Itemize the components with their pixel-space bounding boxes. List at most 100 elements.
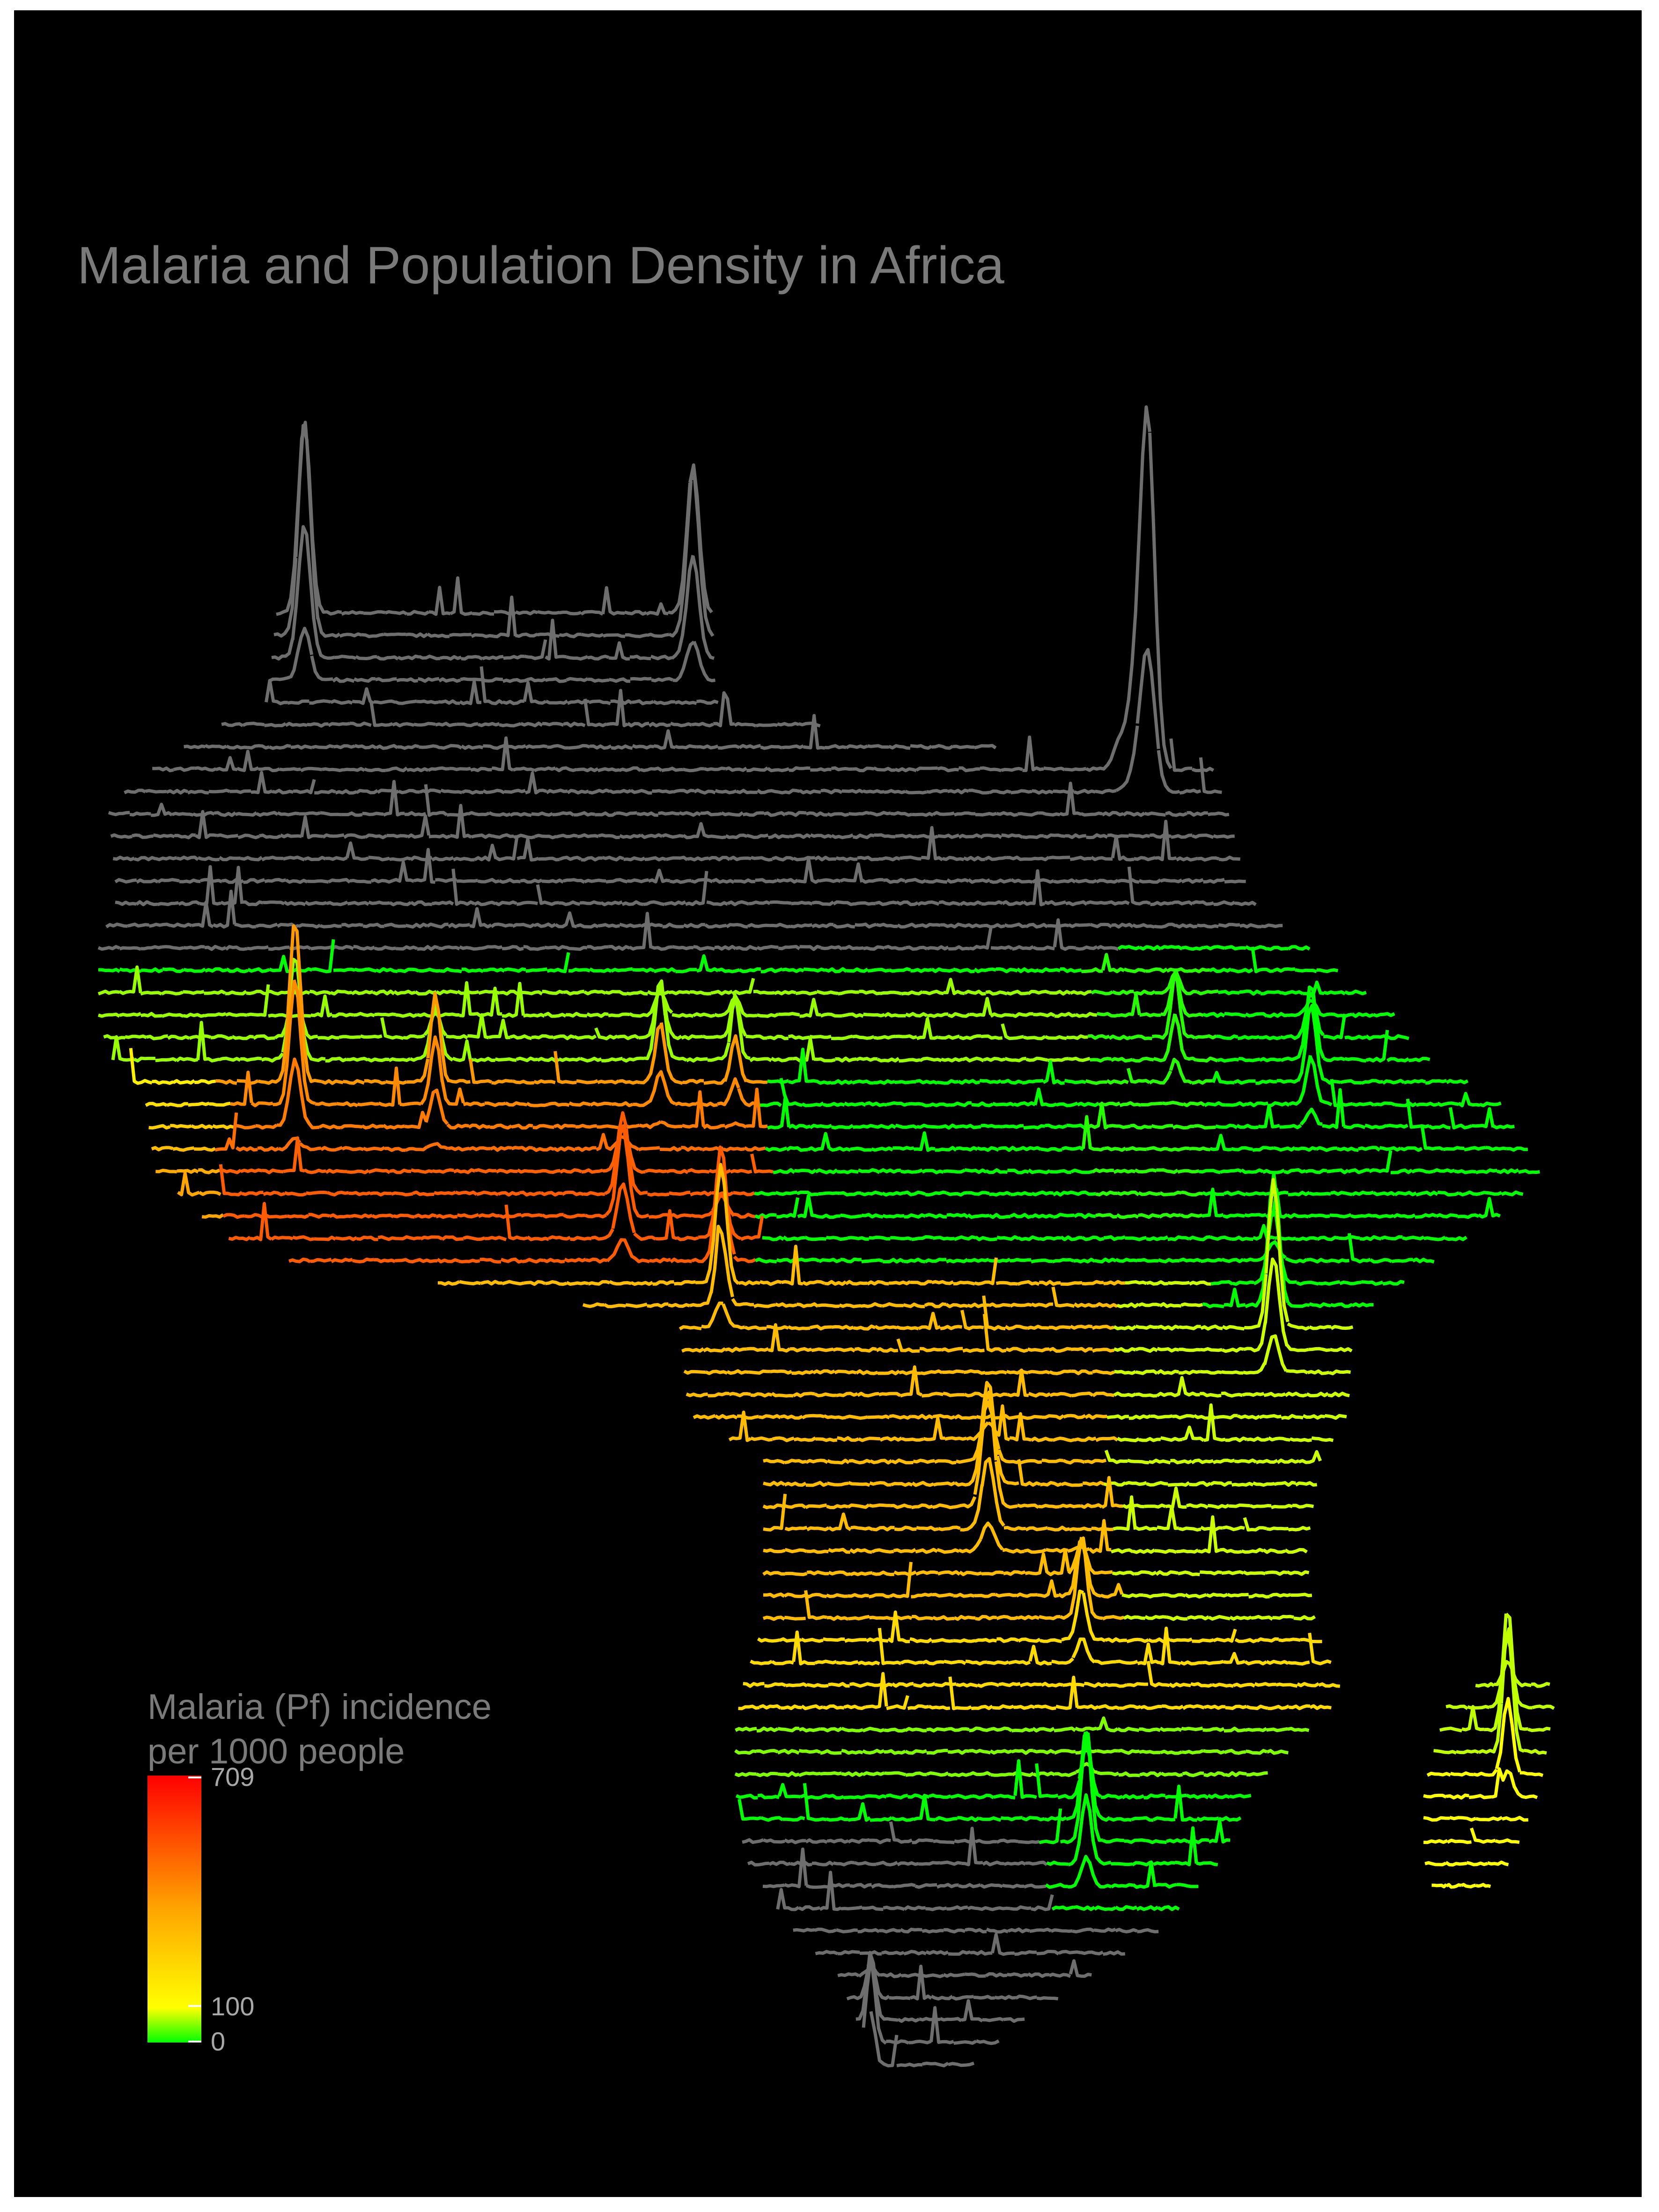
ridge-line-segment: [943, 1168, 966, 1174]
ridge-line-segment: [848, 1481, 870, 1487]
ridge-line-segment: [441, 1235, 464, 1241]
ridge-line-segment: [837, 1972, 860, 1977]
ridge-line-segment: [838, 990, 859, 995]
ridge-line-segment: [501, 981, 525, 1018]
ridge-line-segment: [583, 989, 606, 995]
ridge-line-segment: [1072, 1927, 1095, 1933]
ridge-line-segment: [922, 1169, 944, 1174]
ridge-line-segment: [1309, 1191, 1331, 1196]
ridge-line-segment: [778, 1012, 800, 1017]
ridge-line-segment: [591, 1228, 614, 1241]
ridge-line-segment: [1246, 1704, 1268, 1711]
ridge-line-segment: [114, 878, 137, 884]
ridge-line-segment: [1006, 855, 1028, 861]
ridge-line-segment: [545, 700, 568, 705]
ridge-line-segment: [871, 1548, 894, 1554]
ridge-line-segment: [1289, 1055, 1312, 1106]
ridge-line-segment: [1145, 1839, 1167, 1844]
ridge-line-segment: [361, 1123, 383, 1130]
ridge-line-segment: [693, 789, 716, 795]
ridge-line-segment: [729, 1392, 751, 1397]
ridge-line-segment: [577, 833, 599, 839]
ridge-line-segment: [368, 1168, 391, 1174]
ridge-line-segment: [580, 610, 604, 616]
ridge-line-segment: [926, 1012, 949, 1018]
legend-title-line-2: per 1000 people: [147, 1732, 405, 1771]
ridge-line-segment: [1065, 833, 1086, 839]
ridge-line-segment: [341, 922, 363, 928]
ridge-line-segment: [1327, 1168, 1349, 1174]
ridge-line-segment: [1280, 1029, 1304, 1040]
ridge-line-segment: [756, 944, 779, 951]
ridge-line-segment: [250, 1202, 273, 1241]
ridge-line-segment: [640, 922, 663, 928]
ridge-line-segment: [1096, 1749, 1119, 1754]
ridge-line-segment: [268, 955, 291, 973]
ridge-line-segment: [482, 789, 505, 795]
ridge-line-segment: [1022, 1079, 1044, 1085]
ridge-line-segment: [385, 767, 408, 773]
ridge-line-segment: [191, 900, 214, 929]
ridge-line-segment: [812, 1369, 835, 1375]
ridge-line-segment: [399, 1235, 421, 1240]
ridge-line-segment: [1128, 833, 1150, 839]
ridge-line-segment: [520, 1213, 543, 1218]
ridge-line-segment: [587, 1280, 610, 1286]
ridge-line-segment: [980, 766, 1002, 773]
ridge-line-segment: [1002, 1124, 1024, 1129]
ridge-line-segment: [653, 700, 675, 706]
ridge-line-segment: [1069, 990, 1092, 996]
ridge-line-segment: [964, 1972, 986, 1978]
ridge-line-segment: [811, 1347, 833, 1352]
ridge-line-segment: [219, 1164, 243, 1197]
ridge-line-segment: [1097, 1771, 1120, 1777]
ridge-line-segment: [627, 1247, 650, 1263]
ridge-line-segment: [921, 826, 944, 862]
ridge-line-segment: [278, 924, 302, 1081]
ridge-line-segment: [915, 1548, 938, 1554]
ridge-line-segment: [671, 1013, 694, 1018]
ridge-line-segment: [989, 1191, 1011, 1197]
ridge-line-segment: [731, 1298, 754, 1306]
ridge-line-segment: [490, 922, 513, 928]
ridge-line-segment: [283, 900, 306, 907]
ridge-line-segment: [1113, 1370, 1136, 1375]
ridge-line-segment: [362, 922, 384, 929]
ridge-line-segment: [581, 633, 604, 638]
ridge-line-segment: [846, 967, 869, 973]
ridge-line-segment: [1146, 1481, 1168, 1487]
ridge-line-segment: [944, 978, 965, 995]
ridge-line-segment: [861, 878, 884, 884]
ridge-line-segment: [1075, 1012, 1098, 1018]
ridge-line-segment: [415, 1258, 438, 1263]
ridge-line-segment: [1019, 1682, 1042, 1688]
ridge-line-segment: [1166, 967, 1188, 973]
ridge-line-segment: [1011, 1727, 1033, 1733]
ridge-line-segment: [319, 923, 342, 929]
ridge-line-segment: [1030, 1437, 1053, 1442]
ridge-line-segment: [1022, 735, 1044, 772]
ridge-line-segment: [461, 789, 484, 795]
ridge-line-segment: [1101, 811, 1124, 817]
ridge-line-segment: [1156, 1392, 1179, 1397]
ridge-line-segment: [1298, 1450, 1322, 1464]
ridge-line-segment: [214, 1112, 238, 1152]
ridge-line-segment: [857, 1660, 880, 1666]
ridge-line-segment: [1157, 1325, 1180, 1331]
ridge-line-segment: [883, 1905, 905, 1911]
ridge-line-segment: [868, 1593, 890, 1599]
ridge-line-segment: [735, 945, 758, 951]
ridge-line-segment: [1506, 1146, 1528, 1152]
ridge-line-segment: [1252, 1481, 1275, 1487]
ridge-line-segment: [322, 767, 344, 772]
ridge-line-segment: [414, 989, 437, 996]
ridge-line-segment: [1243, 1255, 1266, 1262]
ridge-line-segment: [1074, 1190, 1097, 1196]
ridge-line-segment: [1049, 990, 1071, 996]
ridge-line-segment: [957, 1816, 980, 1822]
ridge-line-segment: [1145, 967, 1168, 973]
ridge-line-segment: [822, 1704, 845, 1710]
ridge-line-segment: [1475, 1168, 1497, 1174]
ridge-line-segment: [419, 967, 441, 973]
ridge-line-segment: [774, 1302, 797, 1308]
